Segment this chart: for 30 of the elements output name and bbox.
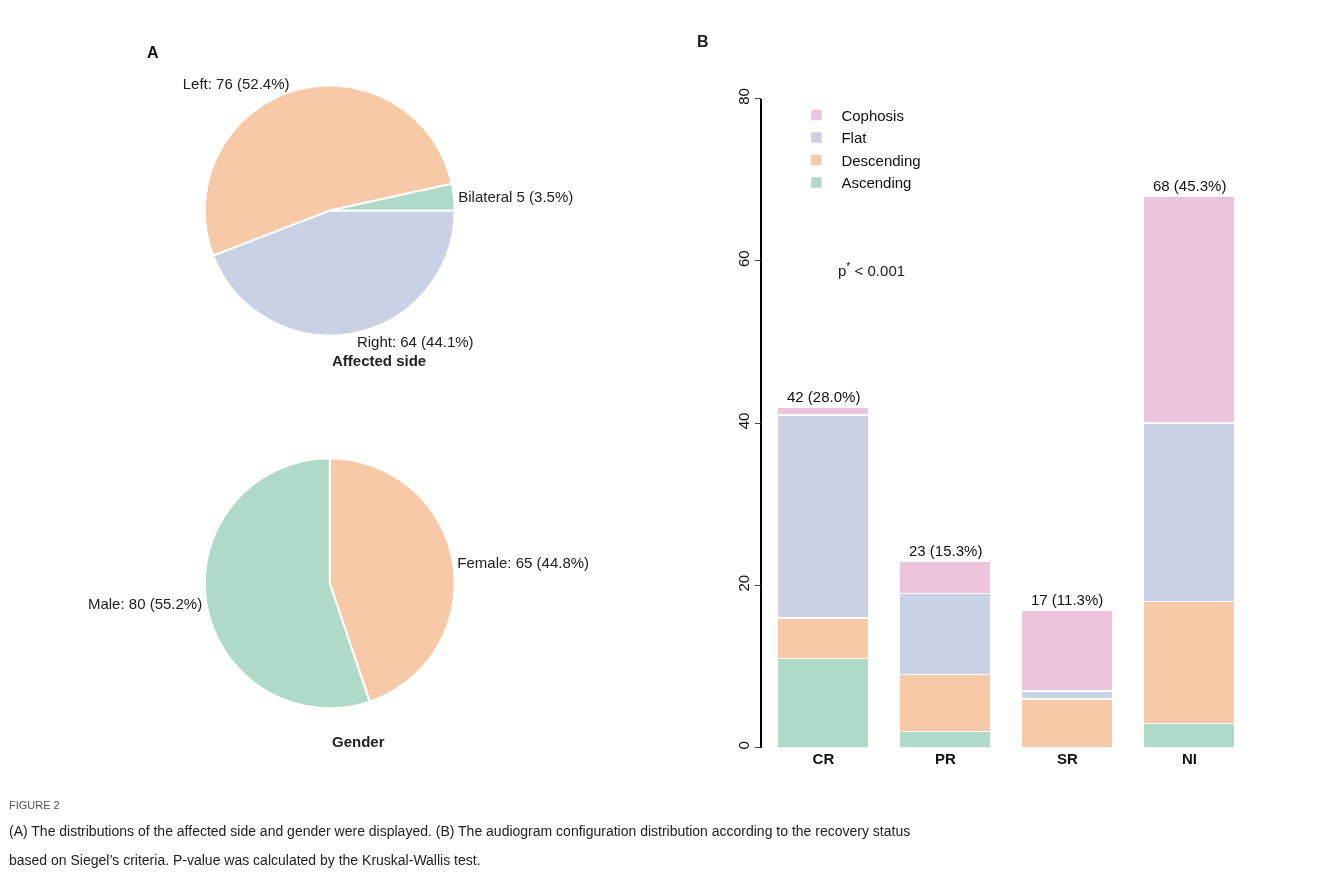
- slice-label: Right: 64 (44.1%): [356, 333, 474, 351]
- x-tick-label: SR: [1056, 749, 1078, 767]
- slice-label: Male: 80 (55.2%): [87, 595, 203, 613]
- y-tick-label: 40: [734, 412, 752, 430]
- text: A: [147, 44, 159, 61]
- total-label: 42 (28.0%): [787, 388, 861, 405]
- text: Affected side: [332, 352, 427, 369]
- legend-label: Ascending: [841, 174, 912, 192]
- slice-label: Bilateral 5 (3.5%): [458, 188, 574, 206]
- legend-label: Descending: [841, 151, 921, 169]
- slice-label: Female: 65 (44.8%): [457, 554, 590, 572]
- x-tick-label: CR: [812, 749, 835, 767]
- y-tick-label: 0: [734, 741, 752, 750]
- total-label: 23 (15.3%): [909, 542, 983, 559]
- caption: FIGURE 2: [9, 799, 60, 811]
- text: B: [697, 33, 709, 50]
- legend-label: Cophosis: [841, 106, 904, 124]
- slice-label: Left: 76 (52.4%): [182, 74, 290, 92]
- total-label: 68 (45.3%): [1153, 177, 1227, 194]
- y-tick-label: 60: [734, 250, 752, 268]
- y-tick-label: 80: [734, 88, 752, 105]
- text: (A) The distributions of the affected side and gender were displayed. (B) The audiogram configuration distribution according to the recovery status: [9, 823, 911, 839]
- total-label: 17 (11.3%): [1031, 591, 1104, 608]
- text: based on Siegel’s criteria. P-value was calculated by the Kruskal-Wallis test.: [9, 852, 481, 868]
- annotation: p$^{*}$ < 0.001: [838, 260, 906, 280]
- x-tick-label: PR: [934, 749, 956, 767]
- x-tick-label: NI: [1181, 749, 1197, 767]
- y-tick-label: 20: [734, 574, 752, 592]
- text: Gender: [332, 733, 385, 750]
- legend-label: Flat: [841, 129, 868, 147]
